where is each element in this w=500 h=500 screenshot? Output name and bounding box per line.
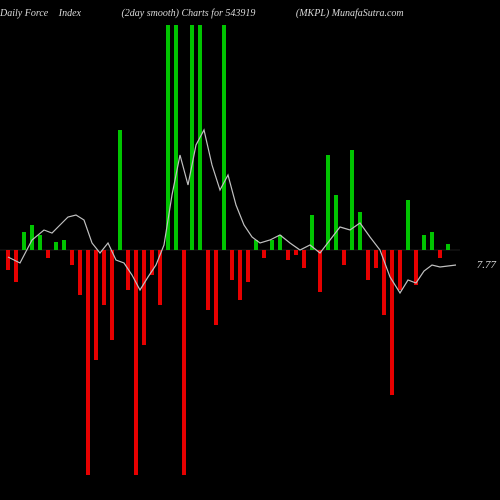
force-index-chart bbox=[0, 25, 460, 475]
subtitle: (2day smooth) Charts for 543919 bbox=[121, 8, 255, 19]
title-2: Index bbox=[59, 8, 81, 19]
chart-header: Daily Force Index (2day smooth) Charts f… bbox=[0, 8, 500, 19]
title-1: Daily Force bbox=[0, 8, 48, 19]
ticker: (MKPL) MunafaSutra.com bbox=[296, 8, 404, 19]
current-value-label: 7.77 bbox=[477, 259, 496, 271]
chart-svg bbox=[0, 25, 460, 475]
